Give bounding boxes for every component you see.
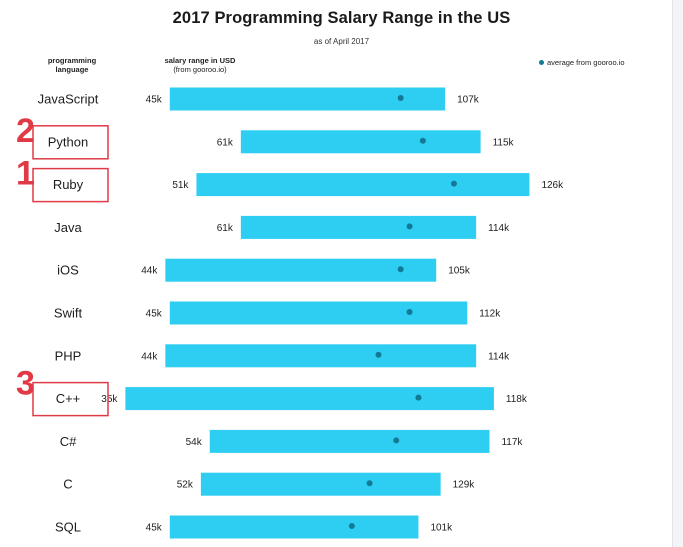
min-value-label: 51k — [172, 180, 189, 191]
max-value-label: 117k — [501, 437, 523, 448]
annotation-box — [32, 381, 109, 417]
max-value-label: 101k — [430, 523, 453, 534]
range-bar-c- — [125, 387, 494, 411]
range-bar-c — [200, 472, 441, 496]
range-bar-ios — [165, 258, 437, 282]
average-dot — [419, 137, 426, 144]
language-label: PHP — [55, 348, 82, 363]
column-header-language-line1: programming — [47, 56, 97, 65]
max-value-label: 112k — [479, 309, 501, 320]
max-value-label: 114k — [488, 223, 510, 234]
range-bar-php — [165, 344, 477, 368]
min-value-label: 54k — [186, 437, 203, 448]
max-value-label: 114k — [488, 351, 510, 362]
language-label: JavaScript — [38, 92, 99, 107]
average-dot — [450, 180, 457, 187]
language-label: Swift — [54, 306, 83, 321]
min-value-label: 45k — [146, 95, 163, 106]
chart-subtitle: as of April 2017 — [313, 37, 370, 46]
range-bar-c- — [209, 429, 490, 453]
average-dot — [406, 309, 413, 315]
max-value-label: 129k — [453, 480, 476, 491]
range-bar-javascript — [169, 87, 446, 111]
range-bar-python — [240, 130, 481, 154]
language-label: Java — [54, 220, 82, 235]
column-header-range-line1: salary range in USD — [164, 56, 236, 65]
legend-dot-icon — [539, 60, 544, 65]
annotation-rank-number: 3 — [16, 365, 35, 403]
average-dot — [406, 223, 413, 230]
language-label: Ruby — [53, 177, 84, 192]
range-bar-sql — [169, 515, 419, 539]
min-value-label: 44k — [141, 266, 158, 277]
max-value-label: 115k — [493, 137, 515, 148]
average-dot — [415, 394, 422, 401]
language-label: C — [63, 477, 72, 492]
language-label: C++ — [56, 391, 81, 406]
chart-title: 2017 Programming Salary Range in the US — [172, 9, 511, 27]
range-bar-swift — [169, 301, 468, 325]
language-label: SQL — [55, 520, 81, 535]
max-value-label: 107k — [457, 95, 480, 106]
range-bar-ruby — [196, 173, 530, 197]
min-value-label: 45k — [146, 309, 163, 320]
annotation-rank-number: 1 — [16, 155, 35, 193]
language-label: Python — [48, 134, 88, 149]
max-value-label: 118k — [506, 394, 528, 405]
column-header-salary-range: salary range in USD (from gooroo.io) — [140, 56, 260, 74]
language-label: C# — [60, 434, 77, 449]
average-dot — [393, 437, 400, 444]
average-dot — [397, 266, 404, 273]
min-value-label: 61k — [217, 137, 234, 148]
max-value-label: 126k — [541, 180, 564, 191]
annotation-box — [32, 125, 109, 160]
average-dot — [375, 351, 382, 358]
min-value-label: 61k — [217, 223, 234, 234]
page-edge — [672, 0, 683, 547]
annotation-box — [32, 167, 109, 203]
average-dot — [397, 95, 404, 101]
annotation-rank-number: 2 — [16, 112, 35, 150]
column-header-language-line2: language — [55, 65, 89, 74]
min-value-label: 35k — [101, 394, 118, 405]
max-value-label: 105k — [448, 266, 471, 277]
legend-label: average from gooroo.io — [547, 58, 625, 67]
column-header-language: programming language — [22, 56, 122, 74]
legend: average from gooroo.io — [539, 58, 625, 67]
average-dot — [366, 480, 373, 487]
min-value-label: 52k — [177, 480, 194, 491]
min-value-label: 45k — [146, 523, 163, 534]
average-dot — [348, 523, 355, 529]
language-label: iOS — [57, 263, 79, 278]
range-bar-java — [240, 215, 477, 239]
min-value-label: 44k — [141, 351, 158, 362]
column-header-range-line2: (from gooroo.io) — [173, 65, 227, 74]
